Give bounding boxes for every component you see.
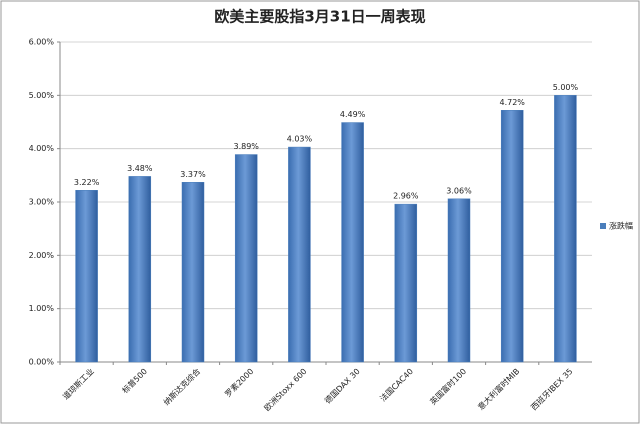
data-label: 2.96% <box>393 192 419 201</box>
y-tick-label: 5.00% <box>29 91 55 100</box>
y-tick-label: 3.00% <box>29 198 55 207</box>
chart-title: 欧美主要股指3月31日一周表现 <box>214 8 425 26</box>
data-label: 4.03% <box>287 135 313 144</box>
data-label: 3.37% <box>180 170 206 179</box>
bar <box>554 95 577 363</box>
data-label: 4.49% <box>340 110 366 119</box>
bar <box>288 146 311 363</box>
data-label: 3.48% <box>127 164 153 173</box>
y-tick-label: 6.00% <box>29 38 55 47</box>
data-label: 3.06% <box>446 186 472 195</box>
data-label: 4.72% <box>499 98 525 107</box>
bar <box>500 110 524 363</box>
data-label: 3.22% <box>74 178 100 187</box>
data-label: 3.89% <box>233 142 259 151</box>
legend-label: 涨跌幅 <box>609 221 633 231</box>
data-label: 5.00% <box>553 83 579 92</box>
bar <box>341 122 364 363</box>
y-tick-label: 1.00% <box>29 304 55 313</box>
bar <box>394 203 418 363</box>
y-tick-label: 2.00% <box>29 251 55 260</box>
bar <box>75 190 98 363</box>
y-tick-label: 4.00% <box>29 144 55 153</box>
legend-swatch <box>600 223 606 229</box>
bar <box>128 176 152 363</box>
bar <box>447 198 471 363</box>
bar <box>234 154 258 363</box>
y-tick-label: 0.00% <box>29 358 55 367</box>
bar <box>181 182 205 363</box>
